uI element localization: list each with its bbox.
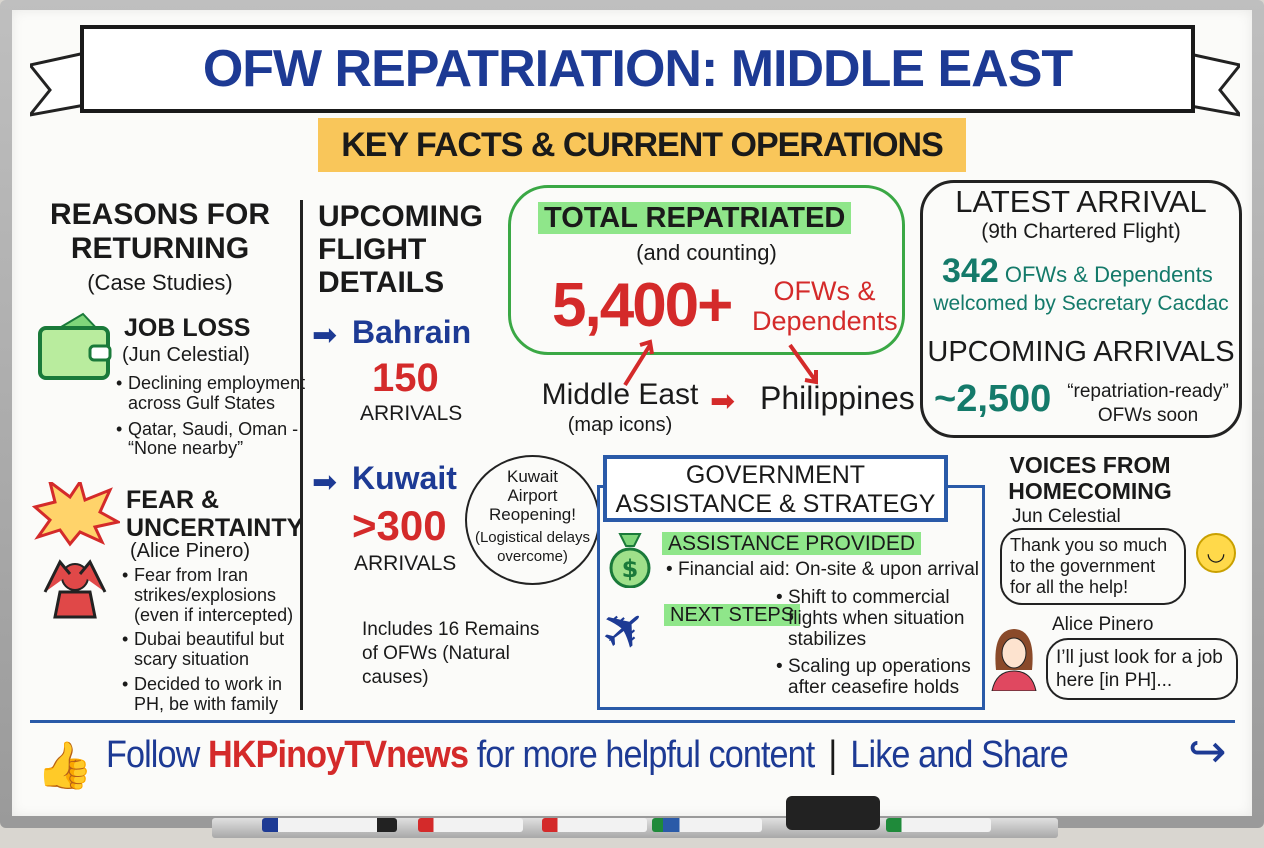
voices-heading: VOICES FROM HOMECOMING bbox=[1008, 452, 1172, 504]
money-bag-icon: $ bbox=[609, 533, 651, 588]
footer-separator: | bbox=[828, 734, 837, 776]
total-heading: TOTAL REPATRIATED bbox=[538, 202, 852, 235]
next-point: Scaling up operations after ceasefire ho… bbox=[776, 656, 981, 699]
share-arrow-icon: ↪ bbox=[1188, 725, 1227, 777]
flight-country: Kuwait bbox=[352, 460, 457, 496]
column-divider bbox=[300, 200, 303, 710]
arrow-icon: ➡ bbox=[710, 385, 736, 418]
flights-heading: UPCOMING FLIGHT DETAILS bbox=[318, 200, 483, 299]
next-point: Shift to commercial flights when situati… bbox=[776, 587, 981, 651]
upcoming-label: “repatriation-ready” OFWs soon bbox=[1067, 381, 1229, 426]
total-value: 5,400+ bbox=[552, 271, 733, 340]
bubble-main: Kuwait Airport Reopening! bbox=[489, 467, 576, 524]
gov-box bbox=[597, 485, 985, 710]
case-person: (Jun Celestial) bbox=[122, 344, 250, 366]
case-point: Decided to work in PH, be with family bbox=[122, 674, 302, 715]
red-marker[interactable] bbox=[418, 818, 523, 832]
remains-note: Includes 16 Remains of OFWs (Natural cau… bbox=[362, 619, 540, 688]
arrow-icon: ➡ bbox=[312, 319, 338, 352]
footer-text: Follow HKPinoyTVnews for more helpful co… bbox=[106, 734, 1069, 777]
from-region: Middle East bbox=[541, 378, 699, 411]
assist-point: Financial aid: On-site & upon arrival bbox=[666, 559, 979, 581]
blue-marker[interactable] bbox=[652, 818, 762, 832]
quote-bubble: Thank you so much to the government for … bbox=[1000, 528, 1186, 605]
total-sub: (and counting) bbox=[636, 240, 777, 265]
latest-count: 342 bbox=[942, 252, 999, 290]
svg-text:$: $ bbox=[622, 555, 639, 583]
case-point: Declining employment across Gulf States bbox=[116, 373, 306, 414]
green-marker[interactable] bbox=[886, 818, 991, 832]
footer-divider bbox=[30, 720, 1235, 723]
page-subtitle: KEY FACTS & CURRENT OPERATIONS bbox=[318, 118, 966, 172]
arrow-icon: ➡ bbox=[312, 466, 338, 499]
footer-cta: Like and Share bbox=[850, 734, 1068, 776]
from-note: (map icons) bbox=[567, 414, 673, 436]
thumbs-up-icon: 👍 bbox=[36, 739, 94, 791]
flight-unit: ARRIVALS bbox=[354, 552, 457, 575]
reasons-sub: (Case Studies) bbox=[87, 270, 233, 295]
total-box bbox=[508, 185, 905, 355]
case-point: Fear from Iran strikes/explosions (even … bbox=[122, 565, 302, 625]
smiley-icon: ◡ bbox=[1196, 533, 1236, 573]
latest-box bbox=[920, 180, 1242, 438]
next-label: NEXT STEPS bbox=[664, 604, 801, 627]
next-points: Shift to commercial flights when situati… bbox=[776, 587, 981, 699]
page-title: OFW REPATRIATION: MIDDLE EAST UPDATES bbox=[80, 25, 1195, 178]
case-title-job-loss: JOB LOSS bbox=[124, 314, 251, 342]
explosion-person-icon bbox=[31, 482, 120, 619]
quote-name: Jun Celestial bbox=[1012, 506, 1121, 527]
quote-bubble: I’ll just look for a job here [in PH]... bbox=[1046, 638, 1238, 700]
latest-count-label: OFWs & Dependents bbox=[1004, 262, 1213, 287]
ribbon-tails bbox=[30, 51, 1240, 117]
flight-unit: ARRIVALS bbox=[360, 402, 463, 425]
total-unit: OFWs & Dependents bbox=[752, 276, 898, 336]
assist-label: ASSISTANCE PROVIDED bbox=[662, 532, 921, 556]
footer-follow: Follow bbox=[106, 734, 200, 776]
upcoming-heading: UPCOMING ARRIVALS bbox=[927, 336, 1235, 368]
red-marker[interactable] bbox=[542, 818, 647, 832]
footer-brand[interactable]: HKPinoyTVnews bbox=[208, 734, 469, 776]
reasons-heading: REASONS FOR RETURNING bbox=[49, 198, 271, 265]
case-point: Qatar, Saudi, Oman - “None nearby” bbox=[116, 419, 306, 460]
case-point: Dubai beautiful but scary situation bbox=[122, 630, 302, 670]
latest-welcome: welcomed by Secretary Cacdac bbox=[933, 292, 1229, 315]
latest-heading: LATEST ARRIVAL bbox=[955, 184, 1207, 219]
kuwait-bubble: Kuwait Airport Reopening! (Logistical de… bbox=[465, 455, 600, 585]
assist-points: Financial aid: On-site & upon arrival bbox=[666, 559, 979, 581]
flight-count: >300 bbox=[352, 502, 447, 549]
latest-count-line: 342 OFWs & Dependents bbox=[942, 252, 1213, 291]
upcoming-count: ~2,500 bbox=[934, 378, 1052, 420]
case-person: (Alice Pinero) bbox=[130, 540, 251, 562]
quote-name: Alice Pinero bbox=[1052, 614, 1154, 635]
case-points: Fear from Iran strikes/explosions (even … bbox=[122, 565, 302, 715]
bubble-note: (Logistical delays overcome) bbox=[474, 529, 591, 565]
eraser[interactable] bbox=[786, 796, 880, 830]
to-country: Philippines bbox=[760, 380, 915, 416]
case-points: Declining employment across Gulf States … bbox=[116, 373, 306, 460]
wallet-icon bbox=[38, 312, 112, 380]
footer-rest: for more helpful content bbox=[476, 734, 816, 776]
woman-avatar-icon bbox=[991, 629, 1037, 691]
flow-arrows bbox=[623, 339, 818, 387]
latest-sub: (9th Chartered Flight) bbox=[981, 220, 1181, 243]
blue-marker[interactable] bbox=[262, 818, 397, 832]
flight-count: 150 bbox=[372, 356, 439, 400]
case-title-fear: FEAR & UNCERTAINTY bbox=[126, 486, 304, 542]
gov-heading: GOVERNMENT ASSISTANCE & STRATEGY bbox=[603, 455, 948, 522]
flight-country: Bahrain bbox=[352, 314, 472, 350]
